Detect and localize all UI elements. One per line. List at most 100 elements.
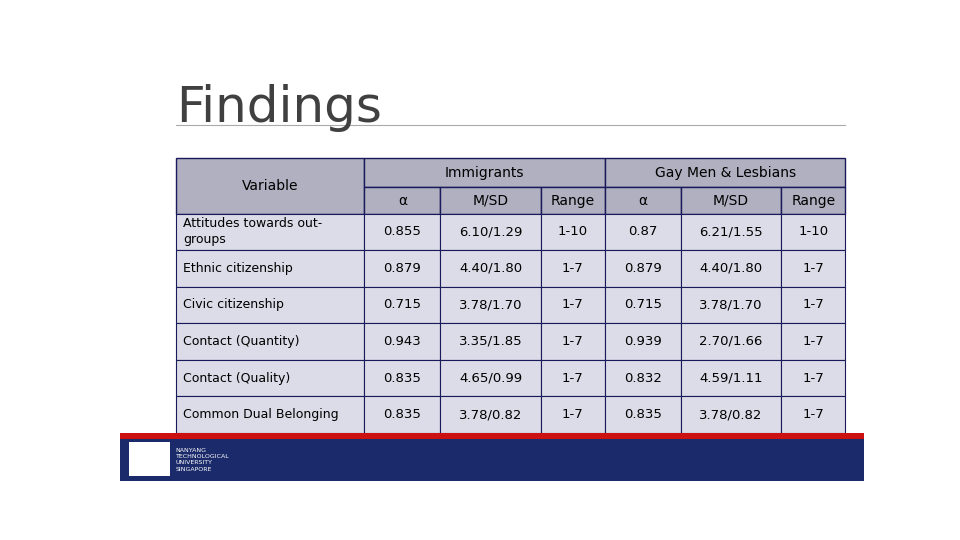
Bar <box>781 214 846 250</box>
Bar <box>540 396 605 433</box>
Bar <box>441 250 540 287</box>
Bar <box>441 214 540 250</box>
Bar <box>781 287 846 323</box>
Bar <box>781 250 846 287</box>
Bar <box>540 187 605 214</box>
Bar <box>129 442 170 476</box>
Text: 0.835: 0.835 <box>383 372 421 384</box>
Bar <box>540 250 605 287</box>
Bar <box>681 360 781 396</box>
Text: Contact (Quality): Contact (Quality) <box>183 372 291 384</box>
Bar <box>441 287 540 323</box>
Bar <box>120 439 864 481</box>
Bar <box>120 433 864 439</box>
Text: 4.40/1.80: 4.40/1.80 <box>700 262 762 275</box>
Text: 1-7: 1-7 <box>803 299 825 312</box>
Text: 0.715: 0.715 <box>383 299 421 312</box>
Bar <box>781 396 846 433</box>
Bar <box>364 187 441 214</box>
Bar <box>681 214 781 250</box>
Text: 1-10: 1-10 <box>799 225 828 239</box>
Text: NANYANG
TECHNOLOGICAL
UNIVERSITY
SINGAPORE: NANYANG TECHNOLOGICAL UNIVERSITY SINGAPO… <box>176 448 229 471</box>
Bar <box>781 360 846 396</box>
Text: Findings: Findings <box>176 84 382 132</box>
Text: 1-7: 1-7 <box>562 299 584 312</box>
Text: Immigrants: Immigrants <box>444 166 524 180</box>
Text: 0.939: 0.939 <box>624 335 661 348</box>
Bar <box>605 250 681 287</box>
Bar <box>364 250 441 287</box>
Bar <box>540 360 605 396</box>
Text: 4.59/1.11: 4.59/1.11 <box>700 372 763 384</box>
Text: 4.65/0.99: 4.65/0.99 <box>459 372 522 384</box>
Bar <box>364 158 605 187</box>
Text: 3.78/1.70: 3.78/1.70 <box>700 299 763 312</box>
Text: Contact (Quantity): Contact (Quantity) <box>183 335 300 348</box>
Text: 0.832: 0.832 <box>624 372 661 384</box>
Text: Civic citizenship: Civic citizenship <box>183 299 284 312</box>
Bar <box>781 187 846 214</box>
Bar <box>441 187 540 214</box>
Bar <box>441 360 540 396</box>
Text: 1-10: 1-10 <box>558 225 588 239</box>
Text: Range: Range <box>791 193 835 207</box>
Bar <box>605 323 681 360</box>
Text: 0.879: 0.879 <box>624 262 661 275</box>
Bar <box>681 250 781 287</box>
Text: α: α <box>397 193 407 207</box>
Text: 0.835: 0.835 <box>624 408 661 421</box>
Text: Ethnic citizenship: Ethnic citizenship <box>183 262 293 275</box>
Bar <box>176 158 364 214</box>
Bar <box>681 323 781 360</box>
Bar <box>364 287 441 323</box>
Bar <box>176 323 364 360</box>
Bar <box>605 360 681 396</box>
Bar <box>364 323 441 360</box>
Text: Common Dual Belonging: Common Dual Belonging <box>183 408 339 421</box>
Text: 1-7: 1-7 <box>803 408 825 421</box>
Bar <box>176 214 364 250</box>
Text: M/SD: M/SD <box>472 193 509 207</box>
Text: 4.40/1.80: 4.40/1.80 <box>459 262 522 275</box>
Text: 1-7: 1-7 <box>562 262 584 275</box>
Text: 2.70/1.66: 2.70/1.66 <box>700 335 763 348</box>
Text: 3.78/0.82: 3.78/0.82 <box>459 408 522 421</box>
Bar <box>176 250 364 287</box>
Bar <box>781 323 846 360</box>
Bar <box>605 214 681 250</box>
Text: Range: Range <box>551 193 595 207</box>
Bar <box>681 287 781 323</box>
Bar <box>605 396 681 433</box>
Bar <box>540 214 605 250</box>
Text: Variable: Variable <box>242 179 299 193</box>
Bar <box>605 158 846 187</box>
Text: 1-7: 1-7 <box>562 408 584 421</box>
Text: 3.78/0.82: 3.78/0.82 <box>700 408 763 421</box>
Bar <box>364 214 441 250</box>
Text: M/SD: M/SD <box>713 193 749 207</box>
Bar <box>681 187 781 214</box>
Text: 3.35/1.85: 3.35/1.85 <box>459 335 522 348</box>
Text: 1-7: 1-7 <box>803 262 825 275</box>
Bar <box>441 323 540 360</box>
Text: Gay Men & Lesbians: Gay Men & Lesbians <box>655 166 796 180</box>
Bar <box>540 323 605 360</box>
Text: 1-7: 1-7 <box>803 335 825 348</box>
Text: 0.879: 0.879 <box>383 262 421 275</box>
Text: 6.21/1.55: 6.21/1.55 <box>699 225 763 239</box>
Text: 0.87: 0.87 <box>628 225 658 239</box>
Bar <box>176 287 364 323</box>
Bar <box>681 396 781 433</box>
Text: 0.715: 0.715 <box>624 299 661 312</box>
Bar <box>441 396 540 433</box>
Bar <box>605 187 681 214</box>
Text: α: α <box>638 193 647 207</box>
Bar <box>176 396 364 433</box>
Text: 6.10/1.29: 6.10/1.29 <box>459 225 522 239</box>
Text: 1-7: 1-7 <box>562 335 584 348</box>
Bar <box>364 396 441 433</box>
Text: 0.943: 0.943 <box>383 335 421 348</box>
Text: 3.78/1.70: 3.78/1.70 <box>459 299 522 312</box>
Text: 0.835: 0.835 <box>383 408 421 421</box>
Bar <box>540 287 605 323</box>
